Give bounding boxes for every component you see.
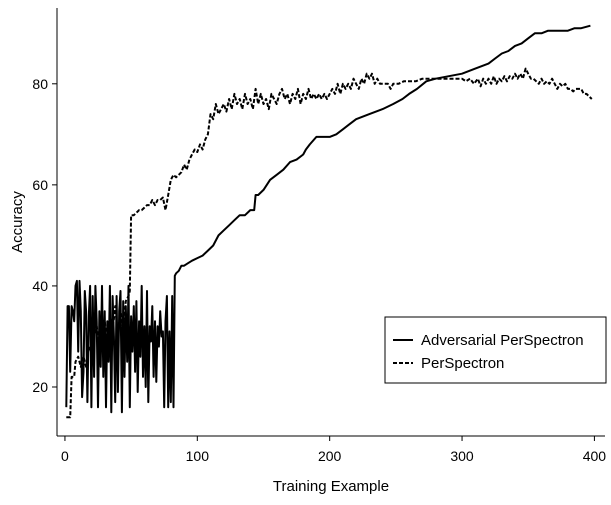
y-tick-label: 60	[32, 177, 48, 193]
y-tick-label: 40	[32, 278, 48, 294]
x-tick-label: 300	[450, 448, 474, 464]
x-axis-title: Training Example	[273, 478, 389, 495]
y-axis-title: Accuracy	[9, 191, 26, 253]
x-tick-label: 100	[186, 448, 210, 464]
y-tick-label: 80	[32, 76, 48, 92]
legend-label: Adversarial PerSpectron	[421, 332, 584, 349]
legend-box	[384, 316, 607, 384]
plot-area	[65, 24, 593, 419]
legend-label: PerSpectron	[421, 355, 504, 372]
series-line-2	[66, 67, 593, 419]
series-line-1	[65, 24, 591, 414]
y-tick-label: 20	[32, 379, 48, 395]
x-tick-label: 400	[583, 448, 607, 464]
legend: Adversarial PerSpectron PerSpectron	[384, 316, 607, 384]
axes: 0 100 200 300 400 20 40 60 80 Training Example Acc…	[9, 8, 606, 495]
x-tick-label: 200	[318, 448, 342, 464]
x-tick-label: 0	[61, 448, 69, 464]
